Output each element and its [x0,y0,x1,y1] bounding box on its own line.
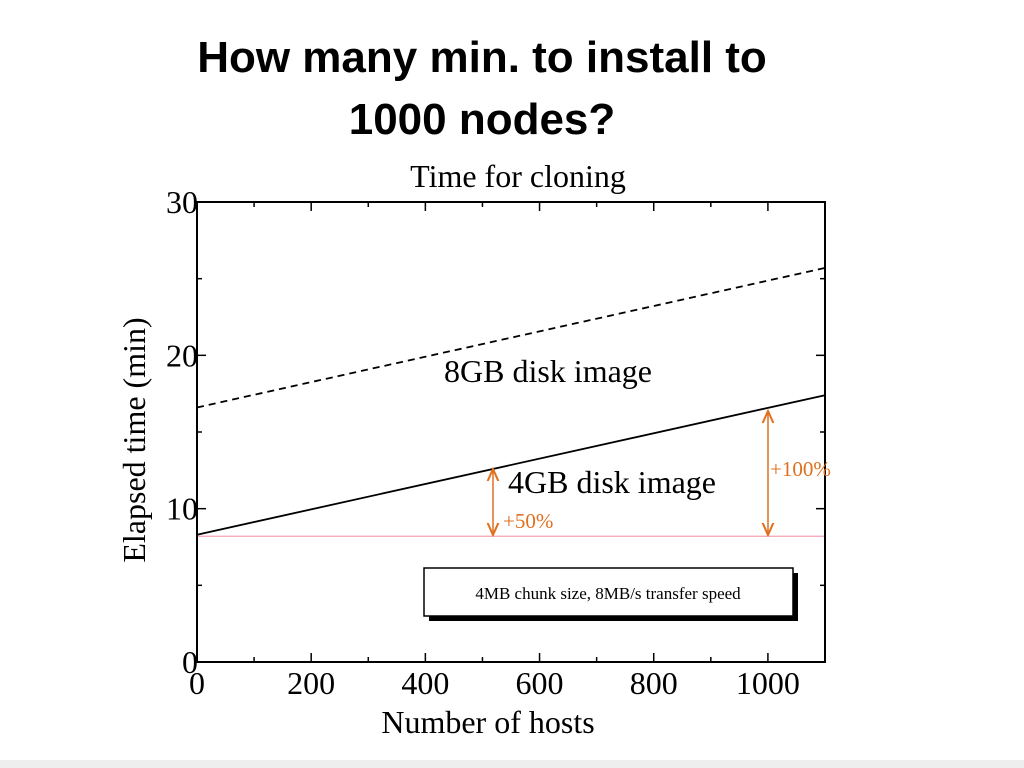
y-tick-label: 0 [182,644,198,680]
x-axis-label: Number of hosts [381,704,594,740]
series-line [196,394,826,536]
footer-strip [0,760,1024,768]
chart-title: Time for cloning [410,158,626,194]
x-tick-label: 400 [401,665,449,701]
x-tick-label: 200 [287,665,335,701]
slide-title: 1000 nodes? [349,95,616,144]
annotation: +50% [503,509,553,533]
y-tick-label: 10 [166,491,198,527]
chart: Time for cloning Number of hosts Elapsed t… [116,158,831,740]
annotation: +100% [770,457,831,481]
series-label: 4GB disk image [508,464,716,500]
plot-frame [196,201,826,663]
slide-title: How many min. to install to [197,33,767,82]
x-tick-label: 600 [516,665,564,701]
y-axis-label: Elapsed time (min) [116,317,152,562]
x-tick-label: 1000 [736,665,800,701]
note: 4MB chunk size, 8MB/s transfer speed [475,584,741,603]
y-tick-label: 20 [166,337,198,373]
x-tick-label: 800 [630,665,678,701]
series-label: 8GB disk image [444,353,652,389]
x-tick-label: 0 [189,665,205,701]
note-box [423,567,794,617]
y-tick-label: 30 [166,184,198,220]
